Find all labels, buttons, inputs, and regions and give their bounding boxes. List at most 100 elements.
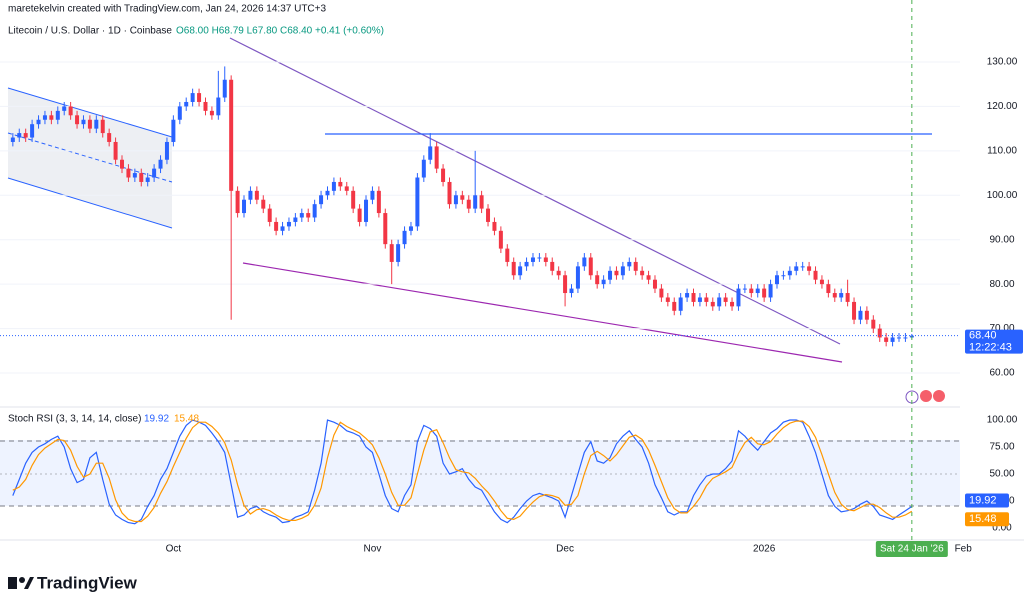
candle-body [357, 208, 362, 222]
y-tick-label: 0.00 [992, 523, 1012, 534]
candle-body [299, 213, 304, 218]
candle-body [428, 146, 433, 160]
candle-body [267, 208, 272, 222]
candle-body [242, 199, 247, 214]
candle-body [402, 230, 407, 245]
candle-body [139, 173, 144, 182]
candle-body [518, 266, 523, 276]
candle-body [479, 195, 484, 209]
candle-body [550, 261, 555, 271]
candle-body [203, 101, 208, 111]
candle-body [17, 133, 22, 138]
candle-body [871, 319, 876, 329]
x-tick-label: Dec [556, 544, 574, 555]
candle-body [845, 293, 850, 302]
candle-body [839, 293, 844, 298]
candle-body [113, 141, 118, 160]
candle-body [460, 195, 465, 200]
y-tick-label: 100.00 [987, 415, 1018, 426]
candle-body [652, 279, 657, 289]
candle-body [473, 195, 478, 209]
legend-ohlc: O68.00 H68.79 L67.80 C68.40 +0.41 (+0.60… [176, 26, 384, 37]
candle-body [331, 181, 336, 191]
candle-body [832, 293, 837, 298]
candle-body [723, 297, 728, 302]
candle-body [864, 310, 869, 320]
candle-body [691, 293, 696, 302]
y-tick-label: 80.00 [989, 279, 1014, 290]
price-label: 68.40 [969, 330, 997, 342]
candle-body [807, 266, 812, 271]
candle-body [794, 266, 799, 271]
candle-body [717, 297, 722, 307]
y-tick-label: 70.00 [989, 323, 1014, 334]
legend-title: Litecoin / U.S. Dollar · 1D · Coinbase [8, 26, 172, 37]
candle-body [903, 337, 908, 339]
candle-body [447, 181, 452, 205]
candle-body [755, 288, 760, 294]
candle-body [762, 288, 767, 298]
candle-body [640, 270, 645, 276]
candle-body [364, 199, 369, 222]
candle-body [389, 244, 394, 262]
channel-mid [7, 132, 173, 183]
candle-body [286, 221, 291, 227]
countdown: 12:22:43 [969, 342, 1012, 354]
x-tick-label: Nov [364, 544, 382, 555]
candle-body [100, 119, 105, 134]
candle-body [595, 275, 600, 285]
candle-body [556, 270, 561, 276]
candle-body [896, 337, 901, 339]
trend-line [242, 262, 843, 363]
candle-body [588, 257, 593, 276]
candle-body [813, 270, 818, 280]
channel-line [7, 177, 173, 229]
candle-body [30, 124, 35, 138]
candle-body [620, 266, 625, 276]
candle-body [312, 204, 317, 218]
candle-body [261, 199, 266, 209]
candle-body [781, 275, 786, 277]
value-label-box [965, 493, 1009, 508]
candle-body [678, 297, 683, 311]
candle-body [164, 141, 169, 160]
candle-body [87, 119, 92, 129]
candle-body [280, 226, 285, 231]
icons [905, 390, 945, 404]
y-tick-label: 130.00 [987, 57, 1018, 68]
candle-body [415, 177, 420, 227]
candle-body [575, 266, 580, 289]
candle-body [190, 93, 195, 102]
candle-body [736, 288, 741, 307]
candle-body [543, 257, 548, 262]
candle-body [338, 181, 343, 187]
stoch-k-value: 19.92 [144, 414, 169, 425]
candle-body [351, 190, 356, 209]
candle-body [376, 190, 381, 214]
y-tick-label: 90.00 [989, 234, 1014, 245]
y-tick-label: 75.00 [989, 442, 1014, 453]
candle-body [563, 275, 568, 294]
candle-body [486, 208, 491, 222]
candle-body [248, 190, 253, 200]
brand: TradingView [37, 573, 138, 592]
logo: TradingView [8, 573, 138, 592]
candle-body [171, 119, 176, 142]
candle-body [627, 261, 632, 267]
candle-body [710, 301, 715, 307]
value-label: 15.48 [969, 513, 997, 525]
candle-body [120, 159, 125, 169]
x-tick-label: 2026 [753, 544, 776, 555]
candle-body [36, 119, 41, 125]
candle-body [672, 301, 677, 311]
candle-body [370, 190, 375, 200]
value-label-box [965, 512, 1009, 527]
candle-body [530, 257, 535, 262]
candle-body [235, 190, 240, 214]
y-tick-label: 60.00 [989, 368, 1014, 379]
candle-body [800, 266, 805, 268]
candle-body [768, 284, 773, 298]
x-tick-label: Oct [166, 544, 182, 555]
candle-body [421, 159, 426, 178]
